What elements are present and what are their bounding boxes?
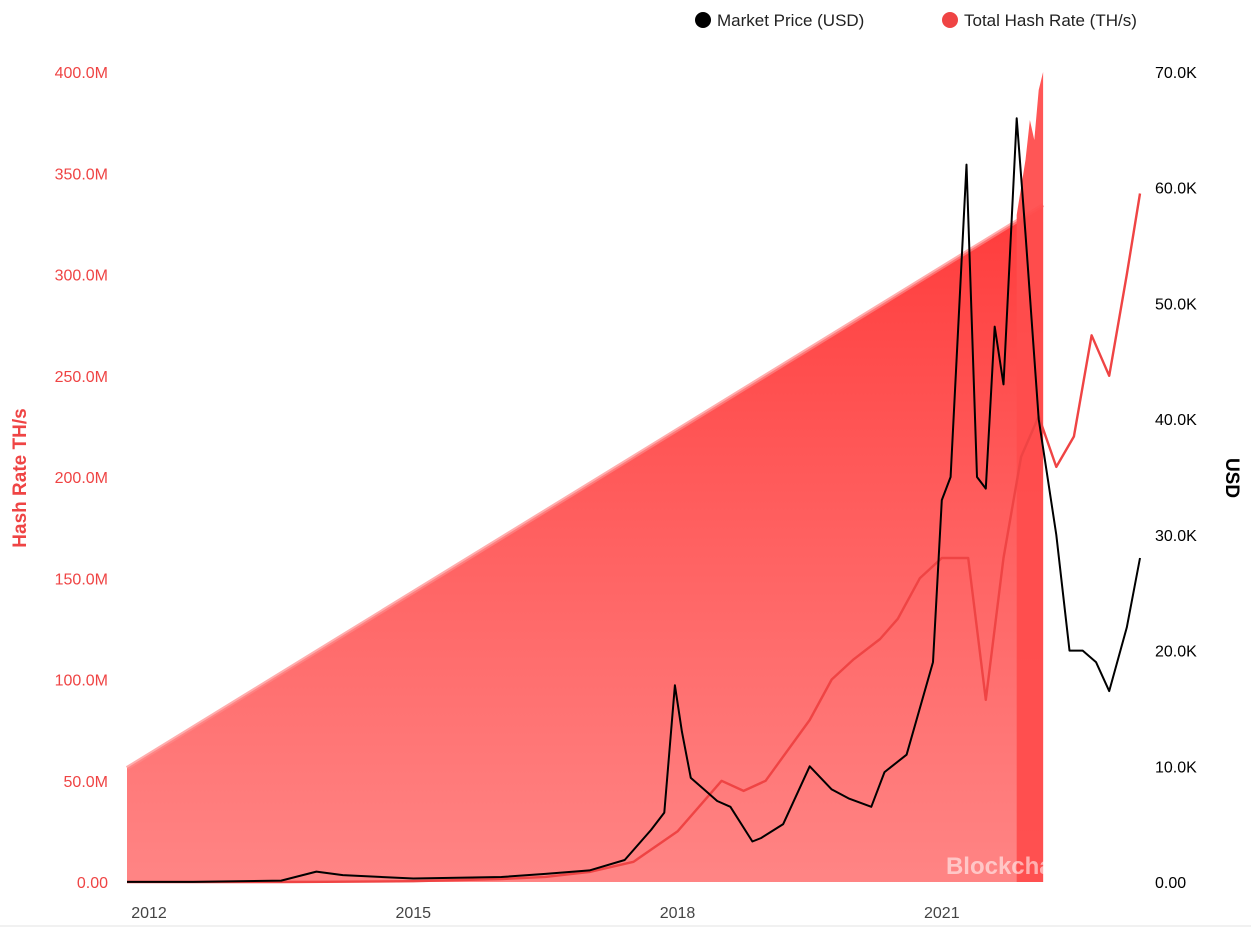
legend-label-hashrate[interactable]: Total Hash Rate (TH/s) — [964, 11, 1137, 30]
series-layer — [127, 117, 1142, 884]
y-left-tick-label: 150.0M — [55, 571, 108, 588]
y-left-tick-label: 400.0M — [55, 65, 108, 82]
y-right-tick-label: 0.00 — [1155, 875, 1186, 892]
market-price-line — [127, 117, 1141, 883]
hash-rate-area-edge — [125, 203, 1045, 770]
x-tick-label: 2012 — [131, 905, 167, 922]
y-left-axis: 0.00 50.0M 100.0M 150.0M 200.0M 250.0M 300.0M 3… — [55, 65, 108, 892]
legend-label-price[interactable]: Market Price (USD) — [717, 11, 864, 30]
y-left-tick-label: 100.0M — [55, 673, 108, 690]
y-left-tick-label: 350.0M — [55, 166, 108, 183]
y-right-tick-label: 70.0K — [1155, 65, 1197, 82]
legend: Market Price (USD) Total Hash Rate (TH/s… — [695, 11, 1137, 30]
x-tick-label: 2015 — [395, 905, 431, 922]
y-left-tick-label: 200.0M — [55, 470, 108, 487]
hash-rate-area — [127, 205, 1044, 882]
hash-rate-spike — [1016, 72, 1044, 882]
y-left-tick-label: 50.0M — [64, 774, 108, 791]
y-right-tick-label: 60.0K — [1155, 181, 1197, 198]
y-left-tick-label: 250.0M — [55, 369, 108, 386]
y-left-tick-label: 0.00 — [77, 875, 108, 892]
legend-marker-hashrate[interactable] — [942, 12, 958, 28]
y-right-tick-label: 30.0K — [1155, 528, 1197, 545]
y-left-tick-label: 300.0M — [55, 268, 108, 285]
y-left-axis-title: Hash Rate TH/s — [10, 408, 31, 547]
y-right-tick-label: 50.0K — [1155, 296, 1197, 313]
watermark: Blockchain.com — [946, 853, 1130, 880]
y-right-tick-label: 40.0K — [1155, 412, 1197, 429]
y-right-tick-label: 10.0K — [1155, 759, 1197, 776]
y-right-tick-label: 20.0K — [1155, 644, 1197, 661]
x-axis: 2012 2015 2018 2021 — [0, 905, 1251, 927]
legend-marker-price[interactable] — [695, 12, 711, 28]
area-layer — [125, 72, 1045, 882]
hash-rate-line — [127, 193, 1142, 884]
y-right-axis: 0.00 10.0K 20.0K 30.0K 40.0K 50.0K 60.0K 70.0K — [1155, 65, 1197, 892]
x-tick-label: 2018 — [660, 905, 696, 922]
y-right-axis-title: USD — [1221, 458, 1242, 498]
x-tick-label: 2021 — [924, 905, 960, 922]
